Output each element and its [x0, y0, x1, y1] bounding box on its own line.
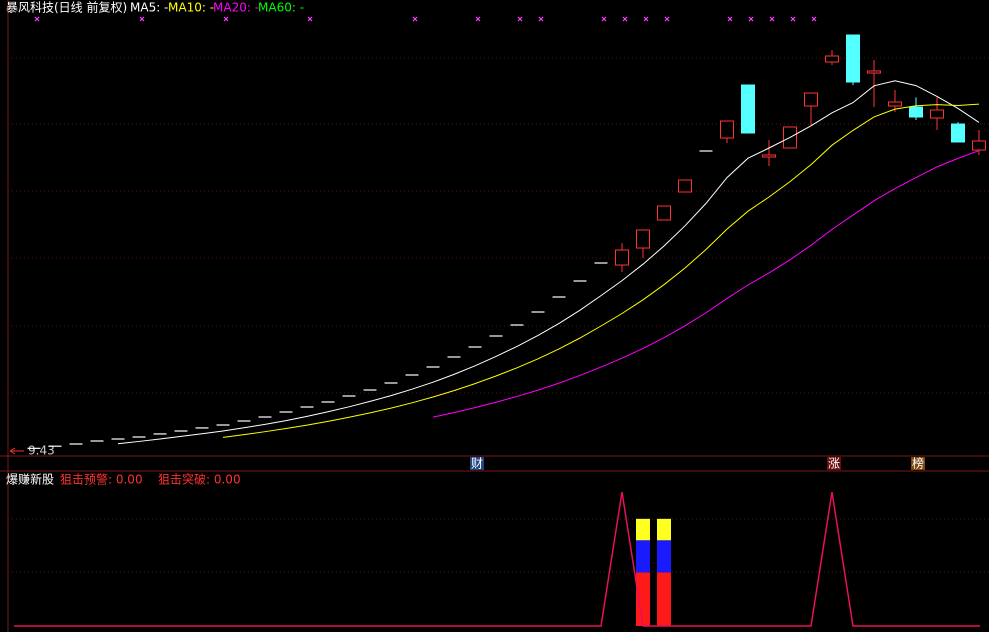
cross-mark	[748, 16, 754, 22]
candle-body	[741, 84, 755, 134]
candle-body	[888, 101, 902, 107]
candle-body	[636, 229, 650, 249]
event-badge	[911, 457, 925, 470]
candle-body	[804, 92, 818, 107]
event-label: 涨	[828, 456, 840, 471]
event-badge	[470, 457, 484, 470]
cross-mark	[538, 16, 544, 22]
ma-label: MA60: -	[258, 1, 304, 15]
ma-line	[222, 103, 980, 438]
candle-body	[909, 106, 923, 118]
cross-mark	[811, 16, 817, 22]
cross-mark	[412, 16, 418, 22]
ma-label: MA5: -	[130, 1, 168, 15]
ma-label: MA10: -	[168, 1, 214, 15]
low-label: 9.43	[28, 444, 55, 458]
cross-mark	[223, 16, 229, 22]
signal-bar	[657, 518, 671, 541]
cross-mark	[622, 16, 628, 22]
signal-bar	[636, 540, 650, 573]
event-badge	[827, 457, 841, 470]
cross-mark	[475, 16, 481, 22]
cross-mark	[34, 16, 40, 22]
cross-mark	[601, 16, 607, 22]
candle-body	[678, 179, 692, 193]
event-label: 财	[471, 457, 483, 471]
ma-label: MA20: -	[213, 1, 259, 15]
candle-body	[825, 55, 839, 63]
cross-mark	[664, 16, 670, 22]
cross-mark	[307, 16, 313, 22]
signal-bar	[657, 572, 671, 626]
candle-body	[867, 70, 881, 74]
ma-line	[432, 150, 980, 418]
indicator-label: 狙击突破: 0.00	[158, 472, 241, 487]
candle-body	[720, 120, 734, 139]
cross-mark	[727, 16, 733, 22]
signal-bar	[636, 518, 650, 541]
signal-bar	[657, 540, 671, 573]
chart-title: 暴风科技(日线 前复权)	[6, 0, 127, 15]
cross-mark	[139, 16, 145, 22]
signal-bar	[636, 572, 650, 626]
candle-body	[762, 154, 776, 158]
cross-mark	[769, 16, 775, 22]
cross-mark	[517, 16, 523, 22]
cross-mark	[790, 16, 796, 22]
candle-body	[846, 34, 860, 83]
event-label: 榜	[912, 456, 924, 471]
candle-body	[972, 140, 986, 151]
candle-body	[615, 249, 629, 266]
alert-line	[14, 491, 980, 627]
indicator-title: 爆赚新股	[6, 472, 54, 487]
candle-body	[930, 109, 944, 119]
indicator-label: 狙击预警: 0.00	[60, 472, 143, 487]
ma-line	[117, 80, 980, 445]
candle-body	[657, 205, 671, 221]
candle-body	[951, 123, 965, 143]
cross-mark	[643, 16, 649, 22]
low-arrow	[9, 447, 24, 455]
